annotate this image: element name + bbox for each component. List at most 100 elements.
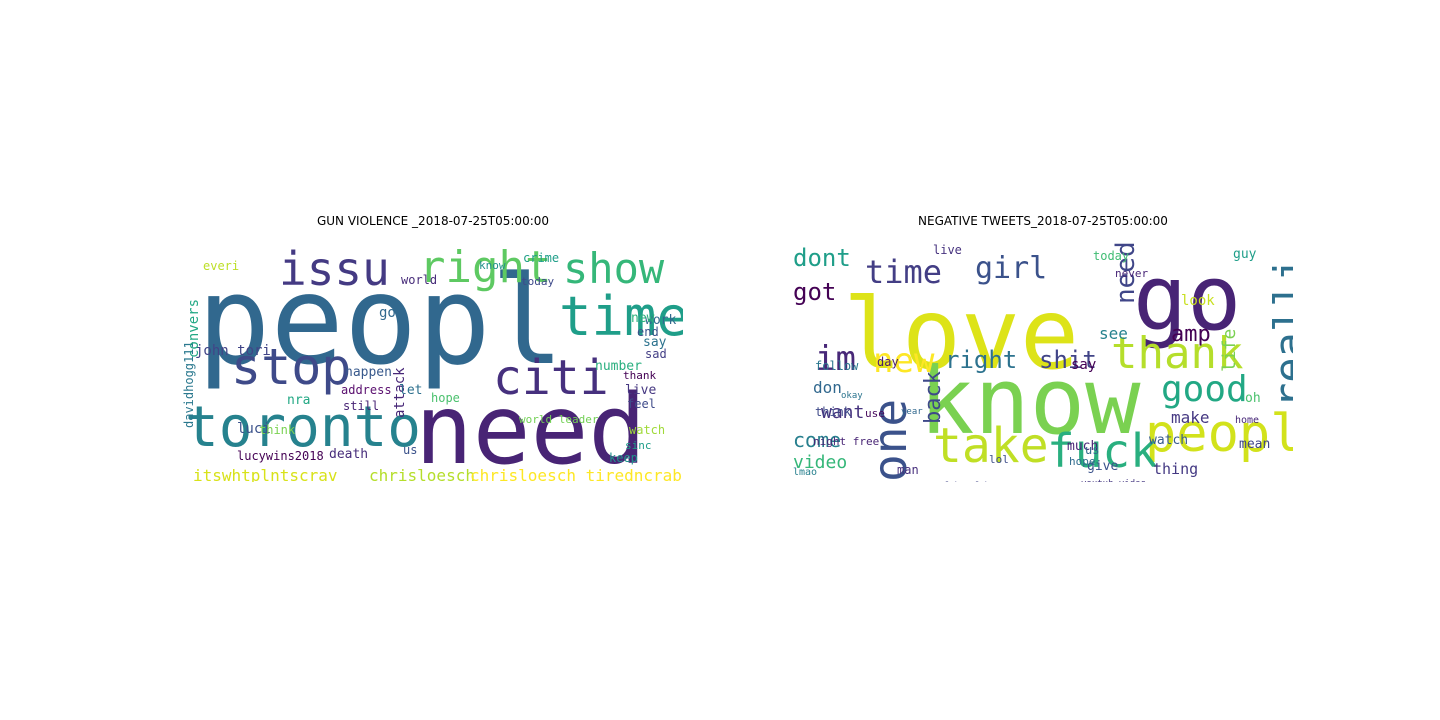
wordcloud-word: want: [821, 402, 865, 423]
wordcloud-word: take: [933, 418, 1049, 474]
wordcloud-word: good: [1161, 369, 1248, 410]
wordcloud-panel-negative-tweets: NEGATIVE TWEETS_2018-07-25T05:00:00 love…: [793, 214, 1293, 484]
wordcloud-word: sinc: [625, 439, 652, 452]
wordcloud-panel-gun-violence: GUN VIOLENCE _2018-07-25T05:00:00 peopl n…: [183, 214, 683, 484]
wordcloud-word: nra: [287, 393, 311, 408]
wordcloud-word: mean: [1239, 437, 1271, 452]
wordcloud-word: number: [595, 359, 642, 374]
wordcloud-word: crime: [523, 251, 560, 265]
wordcloud-word: stop: [231, 338, 352, 396]
wordcloud-word: im: [815, 339, 856, 379]
wordcloud-word: look: [1181, 293, 1215, 309]
wordcloud-word: home: [1235, 415, 1260, 426]
chart-title: GUN VIOLENCE _2018-07-25T05:00:00: [316, 214, 550, 228]
wordcloud-word: need: [415, 374, 647, 482]
wordcloud-word: thank: [623, 369, 657, 382]
wordcloud-word: make: [1171, 408, 1210, 427]
wordcloud-word: let: [399, 383, 423, 398]
wordcloud-word: give: [1087, 459, 1119, 474]
wordcloud-word: follow: [815, 359, 859, 373]
wordcloud-word: chrisloesch: [369, 466, 475, 483]
wordcloud-word: dont: [793, 244, 851, 272]
wordcloud-word: right: [945, 346, 1018, 374]
wordcloud-word: use: [865, 407, 885, 420]
wordcloud-word: watch: [1149, 433, 1189, 448]
wordcloud-word: thing: [1153, 460, 1199, 478]
wordcloud-word: girl: [975, 251, 1048, 286]
wordcloud-word: new: [631, 311, 655, 326]
wordcloud-word: year: [901, 407, 923, 417]
wordcloud-word: convers: [186, 298, 202, 358]
wordcloud-word: go: [1133, 246, 1242, 351]
wordcloud-word: go: [379, 305, 396, 321]
wordcloud-word: okay: [841, 391, 863, 401]
wordcloud-word: much: [1067, 439, 1099, 454]
wordcloud-word: lmao: [793, 467, 818, 478]
wordcloud-word: peopl: [197, 250, 565, 392]
wordcloud-word: citi: [493, 350, 609, 406]
wordcloud-word: live: [625, 383, 657, 398]
wordcloud-word: work: [645, 313, 677, 328]
chart-title: NEGATIVE TWEETS_2018-07-25T05:00:00: [918, 214, 1168, 228]
wordcloud-word: video: [793, 452, 848, 473]
wordcloud-word: oh: [1245, 391, 1261, 406]
wordcloud-word: know: [479, 259, 506, 272]
wordcloud-canvas: love know go peopl take fuck one thank realli goo…: [793, 232, 1293, 482]
wordcloud-word: guy: [1233, 247, 1257, 262]
wordcloud-word: realli: [1265, 256, 1293, 408]
wordcloud-word: come: [793, 428, 842, 452]
wordcloud-word: life: [1219, 328, 1240, 372]
wordcloud-canvas: peopl need toronto time stop citi issu right sho…: [183, 232, 683, 482]
wordcloud-word: night free: [813, 435, 880, 448]
wordcloud-word: think: [259, 423, 296, 437]
wordcloud-word: fuck: [1047, 424, 1158, 478]
wordcloud-word: address: [341, 383, 392, 397]
wordcloud-word: say: [643, 335, 667, 350]
wordcloud-word: chrisloesch tiredncrabbi: [470, 466, 683, 483]
wordcloud-word: know: [919, 348, 1141, 455]
wordcloud-word: don: [813, 378, 842, 397]
wordcloud-word: never: [1115, 267, 1149, 280]
wordcloud-word: issu: [279, 242, 390, 296]
wordcloud-word: end: [637, 325, 659, 339]
wordcloud-word: amp: [1171, 322, 1211, 347]
wordcloud-word: luci: [237, 421, 271, 437]
wordcloud-word: toronto: [185, 395, 422, 460]
wordcloud-word: back: [921, 371, 946, 424]
wordcloud-word: today: [521, 275, 555, 288]
wordcloud-word: watch: [629, 423, 666, 437]
wordcloud-word: time: [865, 253, 943, 291]
wordcloud-word: peopl: [1145, 404, 1293, 464]
wordcloud-word: show: [563, 244, 665, 293]
wordcloud-word: time: [559, 285, 683, 348]
wordcloud-word: say: [1071, 357, 1097, 373]
wordcloud-word: still: [343, 399, 380, 413]
wordcloud-word: keep: [609, 451, 638, 465]
wordcloud-word: think: [815, 405, 852, 419]
wordcloud-word: sad: [645, 347, 667, 361]
wordcloud-word: world: [401, 273, 438, 287]
wordcloud-word: feel: [627, 397, 656, 411]
wordcloud-word: right: [419, 242, 552, 293]
wordcloud-word: john tori: [195, 343, 271, 359]
wordcloud-word: new: [873, 341, 935, 381]
wordcloud-word: everi: [203, 259, 240, 273]
wordcloud-word: world leader: [519, 413, 599, 426]
wordcloud-word: us: [1085, 443, 1100, 457]
wordcloud-word: see: [1099, 324, 1128, 343]
wordcloud-word: us: [403, 443, 418, 457]
wordcloud-word: got: [793, 278, 837, 306]
wordcloud-word: itswhtplntscrav: [193, 466, 338, 483]
wordcloud-word: day: [877, 355, 899, 369]
wordcloud-word: happen: [345, 365, 392, 380]
wordcloud-word: lucywins2018: [237, 449, 324, 463]
wordcloud-word: shit: [1039, 346, 1097, 374]
wordcloud-word: hope: [431, 391, 460, 405]
wordcloud-word: man: [897, 463, 919, 477]
wordcloud-word: love: [843, 278, 1080, 392]
wordcloud-word: death: [329, 447, 369, 462]
wordcloud-word: thank: [1111, 328, 1244, 379]
wordcloud-word: today: [1093, 249, 1130, 263]
wordcloud-word: youtub video: [1081, 480, 1146, 483]
wordcloud-word: hope: [1069, 455, 1096, 468]
